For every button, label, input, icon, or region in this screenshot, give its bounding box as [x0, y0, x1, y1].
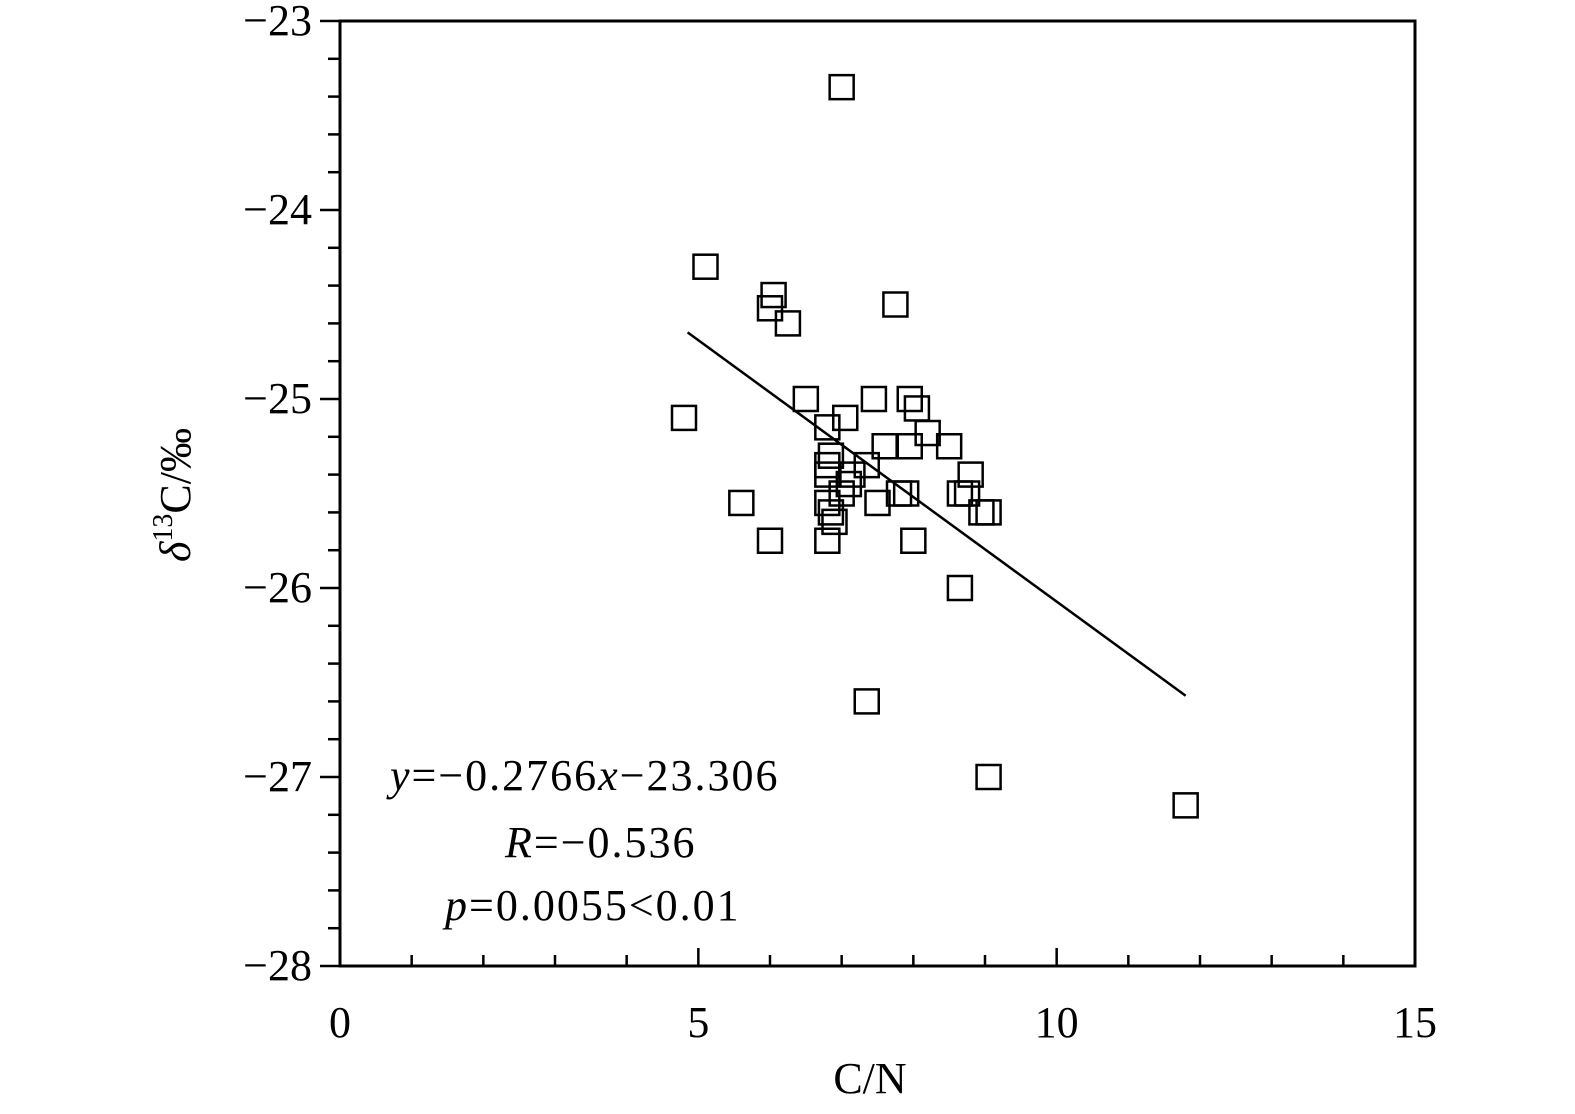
data-point: [814, 414, 841, 441]
data-point: [935, 433, 963, 460]
data-point: [953, 480, 981, 507]
r-annotation: R=−0.536: [504, 818, 697, 867]
data-point: [828, 73, 855, 101]
y-axis-title-sup: 13: [148, 514, 179, 542]
data-point: [692, 253, 719, 280]
regression-line: [686, 331, 1187, 697]
data-point: [946, 574, 974, 602]
equation-annotation: y=−0.2766x−23.306: [386, 751, 780, 800]
data-point: [853, 688, 880, 715]
data-point: [756, 527, 784, 554]
data-point: [832, 404, 859, 432]
data-point: [896, 433, 923, 460]
y-tick-label: −26: [243, 563, 312, 612]
data-point: [835, 470, 863, 498]
data-point: [882, 291, 909, 318]
data-point: [860, 385, 888, 413]
y-axis-title: δ13C/‰: [148, 428, 200, 562]
x-tick-label: 5: [687, 998, 709, 1047]
data-point: [975, 499, 1002, 526]
data-point: [892, 480, 920, 507]
axis-tick-labels: 0 5 10 15 −23 −24 −25 −26 −27 −28: [243, 0, 1437, 1047]
data-point: [903, 395, 931, 422]
data-point: [814, 527, 841, 554]
y-tick-label: −27: [243, 752, 312, 801]
data-points: [670, 73, 1199, 819]
data-point: [821, 508, 848, 536]
x-tick-label: 0: [329, 998, 351, 1047]
data-point: [896, 385, 923, 413]
y-axis-title-delta: δ: [151, 540, 200, 562]
y-axis-title-rest: C/‰: [151, 428, 200, 514]
data-point: [670, 404, 698, 432]
data-point: [900, 527, 927, 554]
data-point: [871, 433, 898, 460]
data-point: [975, 763, 1002, 791]
data-point: [728, 489, 755, 517]
data-point: [864, 489, 891, 517]
data-point: [817, 499, 845, 526]
x-tick-label: 15: [1393, 998, 1437, 1047]
y-tick-label: −23: [243, 0, 312, 45]
plot-frame: [338, 19, 1417, 968]
y-tick-label: −24: [243, 185, 312, 234]
y-tick-label: −28: [243, 941, 312, 990]
x-tick-label: 10: [1035, 998, 1079, 1047]
x-axis-title: C/N: [833, 1054, 906, 1103]
y-tick-label: −25: [243, 374, 312, 423]
p-annotation: p=0.0055<0.01: [442, 881, 741, 930]
data-point: [792, 385, 820, 413]
data-point: [1172, 792, 1199, 819]
data-point: [853, 451, 880, 479]
data-point: [756, 295, 784, 322]
data-point: [814, 489, 841, 517]
axis-ticks: [320, 19, 1417, 968]
data-point: [774, 310, 802, 337]
data-point: [817, 442, 845, 469]
